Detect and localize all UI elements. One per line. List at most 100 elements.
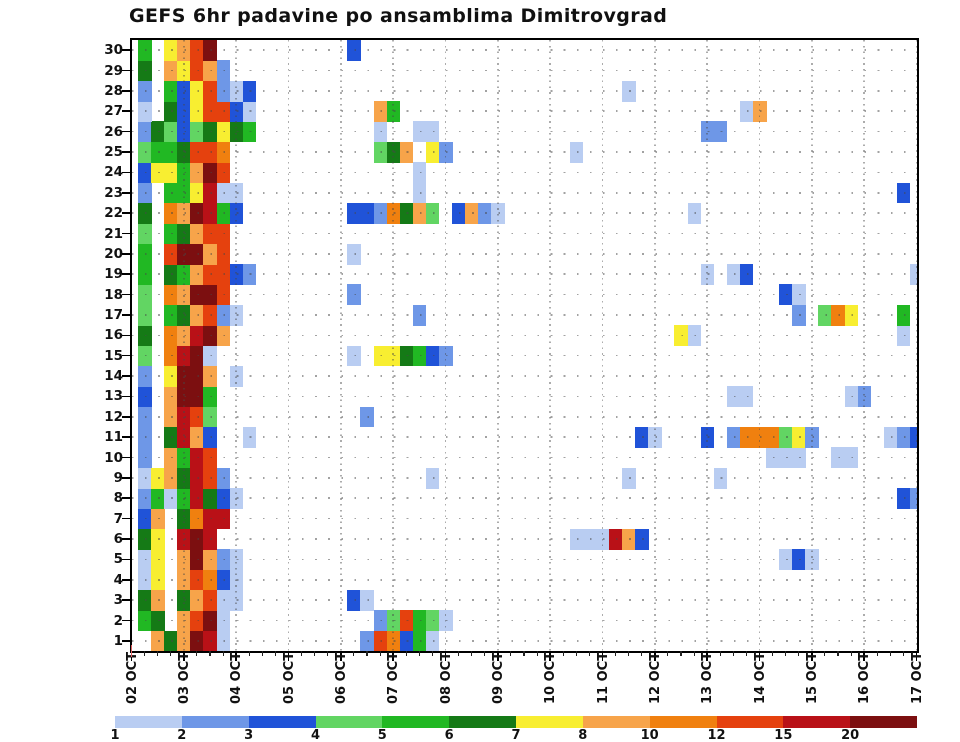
y-tick [122,538,130,540]
heatmap-cell [164,141,178,163]
heatmap-cell [203,162,218,184]
heatmap-cell [164,386,178,408]
heatmap-cell [164,182,178,204]
x-tick [601,651,604,661]
heatmap-cell [216,80,231,102]
gridline-row [131,599,917,601]
x-minor-tick [314,651,316,656]
heatmap-cell [726,426,741,448]
x-tick [183,651,185,661]
y-tick [122,436,130,438]
x-tick [444,651,447,661]
heatmap-cell [635,426,649,448]
heatmap-cell [582,528,597,550]
heatmap-cell [151,162,165,184]
x-minor-tick [693,651,695,656]
colorbar-label: 12 [707,728,726,742]
heatmap-cell [752,426,767,448]
y-tick [122,354,130,357]
colorbar-segment [115,716,183,728]
y-tick-label: 25 [104,144,123,160]
heatmap-cell [648,426,662,448]
heatmap-cell [138,386,152,408]
y-tick [122,253,130,255]
colorbar-label: 8 [578,728,588,742]
heatmap-cell [425,202,440,224]
heatmap-cell [386,610,401,632]
heatmap-cell [203,365,218,387]
colorbar-label: 15 [774,728,793,742]
gridline-day [340,40,342,651]
heatmap-cell [857,386,872,408]
heatmap-cell [373,202,388,224]
gridline-day [549,40,551,651]
heatmap-cell [844,447,859,469]
heatmap-cell [138,406,152,428]
heatmap-cell [792,549,806,571]
gridline-day [863,40,865,651]
x-minor-tick [628,651,630,656]
y-tick [122,517,130,520]
gridline-row [131,191,917,194]
gridline-row [131,395,917,398]
colorbar-label: 7 [511,728,521,742]
x-minor-tick [562,651,564,656]
x-minor-tick [510,651,512,656]
heatmap-cell [164,406,178,428]
heatmap-cell [138,528,152,550]
heatmap-cell [164,40,178,61]
colorbar-label: 4 [310,728,321,742]
heatmap-cell [242,121,257,143]
heatmap-cell [779,284,793,306]
y-tick [122,395,130,398]
gridline-row [131,212,917,214]
heatmap-cell [622,80,636,102]
heatmap-cell [177,630,191,651]
x-tick [549,651,551,661]
y-tick [122,69,130,72]
heatmap-cell [229,589,244,611]
heatmap-cell [138,549,152,571]
heatmap-cell [190,121,204,143]
x-minor-tick [353,651,355,656]
heatmap-cell [138,508,152,530]
heatmap-cell [805,426,819,448]
heatmap-cell [203,386,218,408]
heatmap-cell [138,264,152,285]
heatmap-cell [242,101,257,122]
heatmap-cell [883,426,898,448]
x-minor-tick [222,651,224,656]
heatmap-cell [138,60,152,82]
heatmap-cell [177,345,191,367]
heatmap-cell [190,243,204,265]
heatmap-cell [190,60,204,82]
heatmap-cell [216,488,231,509]
x-tick-label: 08 OCT [438,651,454,704]
heatmap-cell [831,447,846,469]
heatmap-cell [909,264,917,285]
y-tick-label: 1 [113,632,123,649]
colorbar-segment [783,716,851,728]
x-minor-tick [889,651,891,656]
heatmap-cell [203,121,218,143]
heatmap-cell [216,162,231,184]
y-tick [122,599,130,601]
heatmap-cell [229,488,244,509]
gridline-day [287,40,290,651]
heatmap-cell [177,101,191,122]
y-tick-label: 7 [113,510,123,527]
x-minor-tick [209,651,211,656]
heatmap-cell [216,589,231,611]
heatmap-cell [190,447,204,469]
heatmap-cell [792,304,806,326]
y-tick-label: 4 [113,571,123,588]
heatmap-cell [216,141,231,163]
y-tick [122,334,130,337]
heatmap-cell [203,101,218,122]
heatmap-cell [739,426,754,448]
heatmap-cell [151,141,165,163]
heatmap-cell [138,284,152,306]
x-tick-label: 11 OCT [595,651,611,704]
x-tick [863,651,865,661]
heatmap-cell [138,610,152,632]
